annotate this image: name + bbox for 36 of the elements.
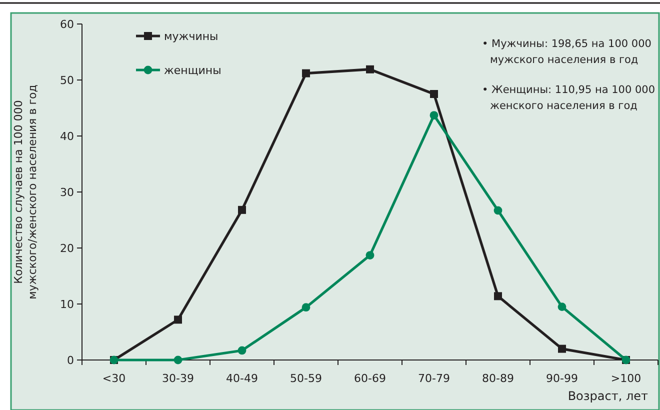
x-tick-label: >100 xyxy=(610,372,642,385)
point xyxy=(302,69,310,78)
point xyxy=(302,303,310,312)
x-tick-label: 70-79 xyxy=(418,372,450,385)
y-tick-label: 40 xyxy=(60,130,74,143)
x-tick-label: <30 xyxy=(102,372,126,385)
point xyxy=(494,292,502,300)
y-tick-label: 60 xyxy=(60,18,74,31)
legend-label: мужчины xyxy=(164,30,218,43)
x-tick-label: 60-69 xyxy=(354,372,386,385)
y-axis-title: Количество случаев на 100 000 мужского/женского населения в год xyxy=(12,84,39,300)
y-tick-label: 10 xyxy=(60,298,74,311)
point xyxy=(366,65,374,74)
point xyxy=(494,206,502,215)
x-tick-label: 80-89 xyxy=(482,372,514,385)
point xyxy=(558,302,566,311)
annotation: • Мужчины: 198,65 на 100 000 мужского населения в год xyxy=(482,38,652,66)
annotation: • Женщины: 110,95 на 100 000 женского населения в год xyxy=(482,84,656,112)
legend-label: женщины xyxy=(164,64,222,77)
point xyxy=(558,344,566,353)
point xyxy=(238,346,246,355)
point xyxy=(174,356,182,364)
point xyxy=(430,111,438,120)
point xyxy=(238,206,246,214)
point xyxy=(174,316,182,324)
y-tick-label: 50 xyxy=(60,74,74,87)
x-axis-title: Возраст, лет xyxy=(568,389,648,403)
x-tick-label: 50-59 xyxy=(290,372,322,385)
y-tick-label: 0 xyxy=(67,354,74,367)
point xyxy=(430,90,438,98)
y-tick-label: 30 xyxy=(60,186,74,199)
y-tick-label: 20 xyxy=(60,242,74,255)
x-tick-label: 40-49 xyxy=(226,372,258,385)
point xyxy=(366,251,374,260)
x-tick-label: 30-39 xyxy=(162,372,194,385)
x-tick-label: 90-99 xyxy=(546,372,578,385)
